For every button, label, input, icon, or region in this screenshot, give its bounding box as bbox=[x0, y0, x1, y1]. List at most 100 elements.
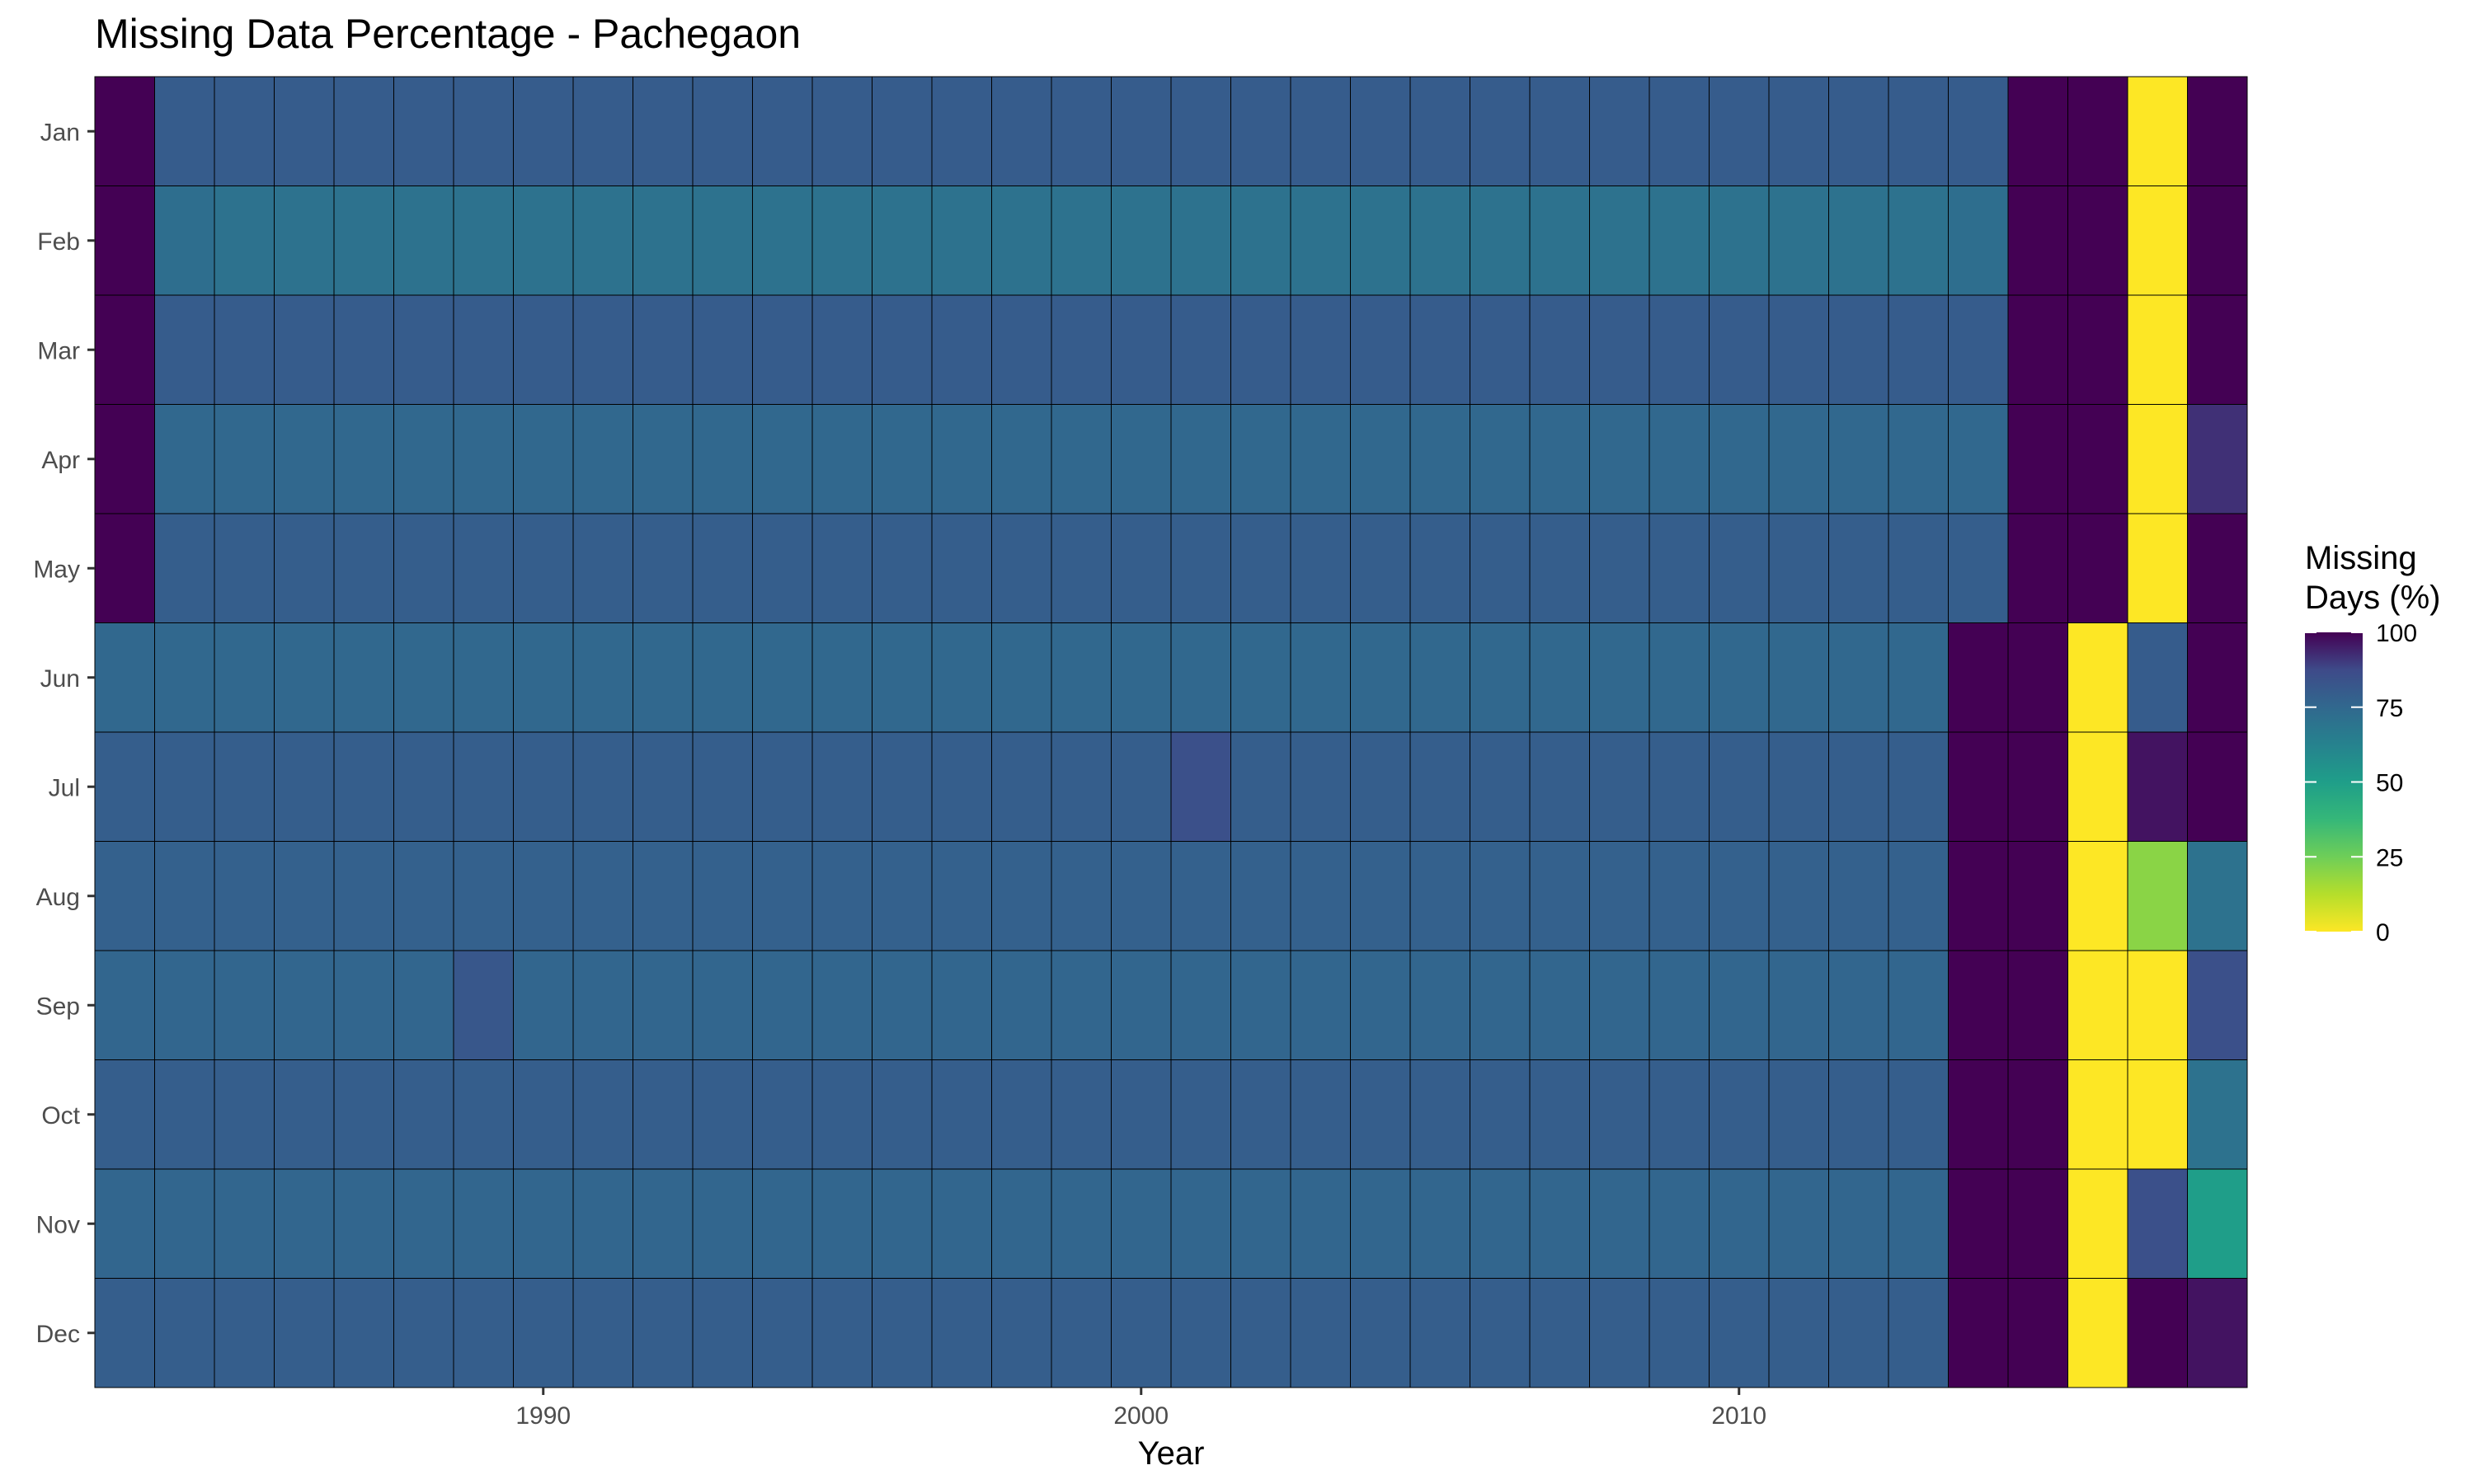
heatmap-cell bbox=[1470, 731, 1531, 842]
heatmap-cell bbox=[1409, 950, 1470, 1060]
heatmap-cell bbox=[453, 731, 514, 842]
heatmap-cell bbox=[274, 1059, 335, 1170]
heatmap-cell bbox=[811, 841, 872, 951]
heatmap-cell bbox=[872, 1168, 933, 1279]
heatmap-cell bbox=[1828, 1059, 1889, 1170]
heatmap-cell bbox=[1170, 294, 1231, 405]
heatmap-cell bbox=[2187, 950, 2248, 1060]
heatmap-cell bbox=[1350, 1168, 1411, 1279]
heatmap-cell bbox=[1409, 731, 1470, 842]
heatmap-cell bbox=[393, 950, 454, 1060]
heatmap-cell bbox=[2007, 950, 2068, 1060]
heatmap-cell bbox=[1768, 731, 1829, 842]
heatmap-cell bbox=[1111, 1278, 1172, 1388]
heatmap-cell bbox=[1709, 731, 1770, 842]
heatmap-cell bbox=[572, 294, 633, 405]
heatmap-cell bbox=[752, 186, 813, 296]
heatmap-cell bbox=[2187, 1168, 2248, 1279]
heatmap-cell bbox=[931, 1168, 992, 1279]
heatmap-cell bbox=[1589, 513, 1650, 623]
heatmap-cell bbox=[94, 622, 155, 733]
heatmap-cell bbox=[1589, 1059, 1650, 1170]
heatmap-cell bbox=[1470, 950, 1531, 1060]
y-tick-label: Jan bbox=[40, 119, 80, 146]
heatmap-cell bbox=[1649, 76, 1710, 186]
heatmap-cell bbox=[214, 1278, 275, 1388]
heatmap-cell bbox=[811, 186, 872, 296]
heatmap-cell bbox=[1051, 1168, 1112, 1279]
heatmap-cell bbox=[1529, 404, 1590, 514]
heatmap-cell bbox=[453, 294, 514, 405]
heatmap-cell bbox=[1170, 1168, 1231, 1279]
heatmap-cell bbox=[692, 622, 753, 733]
heatmap-cell bbox=[1828, 731, 1889, 842]
heatmap-cell bbox=[1290, 1168, 1351, 1279]
heatmap-cell bbox=[633, 1059, 694, 1170]
heatmap-cell bbox=[2067, 622, 2128, 733]
heatmap-cell bbox=[1230, 513, 1291, 623]
heatmap-cell bbox=[1948, 841, 2009, 951]
heatmap-cell bbox=[572, 404, 633, 514]
heatmap-cell bbox=[1409, 76, 1470, 186]
heatmap-cell bbox=[1290, 731, 1351, 842]
legend-tick-label: 75 bbox=[2376, 695, 2403, 722]
heatmap-cell bbox=[214, 294, 275, 405]
heatmap-cell bbox=[1111, 294, 1172, 405]
heatmap-cell bbox=[274, 731, 335, 842]
heatmap-cell bbox=[1111, 731, 1172, 842]
heatmap-cell bbox=[1948, 404, 2009, 514]
heatmap-cell bbox=[154, 1168, 215, 1279]
heatmap-cell bbox=[991, 1059, 1052, 1170]
heatmap-cell bbox=[1230, 76, 1291, 186]
heatmap-cell bbox=[633, 513, 694, 623]
heatmap-cell bbox=[453, 513, 514, 623]
heatmap-cell bbox=[1051, 513, 1112, 623]
heatmap-cell bbox=[991, 404, 1052, 514]
heatmap-cell bbox=[1948, 1059, 2009, 1170]
heatmap-cell bbox=[1709, 513, 1770, 623]
heatmap-cell bbox=[1170, 513, 1231, 623]
heatmap-cell bbox=[2127, 513, 2188, 623]
legend-title: Days (%) bbox=[2305, 580, 2440, 616]
heatmap-cell bbox=[274, 841, 335, 951]
heatmap-cell bbox=[333, 731, 394, 842]
heatmap-cell bbox=[94, 1278, 155, 1388]
heatmap-cell bbox=[94, 731, 155, 842]
heatmap-cell bbox=[2127, 186, 2188, 296]
heatmap-cell bbox=[453, 404, 514, 514]
heatmap-cell bbox=[453, 76, 514, 186]
heatmap-cell bbox=[1888, 1059, 1949, 1170]
heatmap-cell bbox=[872, 513, 933, 623]
heatmap-cell bbox=[811, 76, 872, 186]
heatmap-cell bbox=[513, 404, 574, 514]
heatmap-cell bbox=[633, 404, 694, 514]
heatmap-cell bbox=[333, 513, 394, 623]
heatmap-cell bbox=[633, 294, 694, 405]
heatmap-cell bbox=[1768, 1168, 1829, 1279]
heatmap-cell bbox=[1888, 622, 1949, 733]
heatmap-cell bbox=[1589, 186, 1650, 296]
heatmap-cell bbox=[513, 1168, 574, 1279]
x-axis: 1990 2000 2010 bbox=[515, 1388, 1766, 1430]
heatmap-cell bbox=[1589, 841, 1650, 951]
heatmap-cell bbox=[2187, 841, 2248, 951]
heatmap-cell bbox=[1589, 404, 1650, 514]
y-tick-label: Mar bbox=[37, 337, 80, 364]
heatmap-cell bbox=[94, 950, 155, 1060]
heatmap-cell bbox=[1948, 76, 2009, 186]
y-axis: Jan Feb Mar Apr May Jun Jul Aug Sep Oct Nov Dec bbox=[33, 119, 95, 1348]
heatmap-cell bbox=[1051, 731, 1112, 842]
heatmap-cell bbox=[393, 1059, 454, 1170]
heatmap-cell bbox=[1350, 841, 1411, 951]
heatmap-cell bbox=[633, 950, 694, 1060]
heatmap-cell bbox=[1470, 841, 1531, 951]
heatmap-cell bbox=[2067, 76, 2128, 186]
heatmap-cell bbox=[692, 186, 753, 296]
heatmap-cell bbox=[214, 186, 275, 296]
heatmap-cell bbox=[1170, 186, 1231, 296]
heatmap-cell bbox=[811, 404, 872, 514]
heatmap-cell bbox=[1230, 1168, 1291, 1279]
heatmap-cell bbox=[1290, 950, 1351, 1060]
heatmap-cell bbox=[2067, 731, 2128, 842]
heatmap-cell bbox=[1290, 404, 1351, 514]
